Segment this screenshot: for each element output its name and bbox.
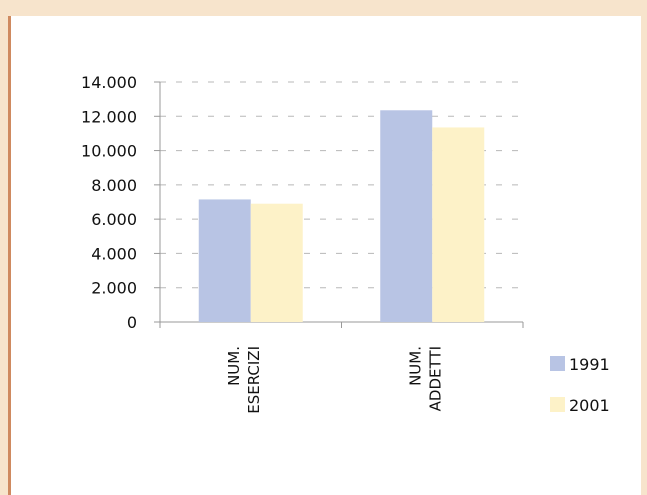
y-tick-label: 14.000: [81, 73, 137, 92]
legend-swatch-2001: [550, 397, 565, 412]
x-category-label: NUM.: [406, 346, 424, 386]
left-frame-band: [0, 0, 8, 495]
bar-1991: [198, 199, 251, 322]
bar-2001: [432, 127, 485, 322]
y-tick-label: 12.000: [81, 107, 137, 126]
legend-label: 1991: [569, 355, 610, 374]
x-category-label: NUM.: [225, 346, 243, 386]
bar-1991: [380, 110, 433, 323]
top-frame-band: [0, 0, 647, 16]
y-tick-label: 0: [127, 313, 137, 332]
left-accent-line: [8, 16, 11, 495]
y-tick-label: 6.000: [91, 210, 137, 229]
x-category-label: ESERCIZI: [245, 346, 263, 414]
legend-swatch-1991: [550, 356, 565, 371]
bar-2001: [250, 203, 303, 322]
y-tick-label: 10.000: [81, 142, 137, 161]
legend-label: 2001: [569, 396, 610, 415]
y-tick-label: 2.000: [91, 279, 137, 298]
x-category-label: ADDETTI: [426, 346, 444, 411]
right-frame-band: [641, 0, 647, 495]
y-tick-label: 8.000: [91, 176, 137, 195]
y-tick-label: 4.000: [91, 244, 137, 263]
